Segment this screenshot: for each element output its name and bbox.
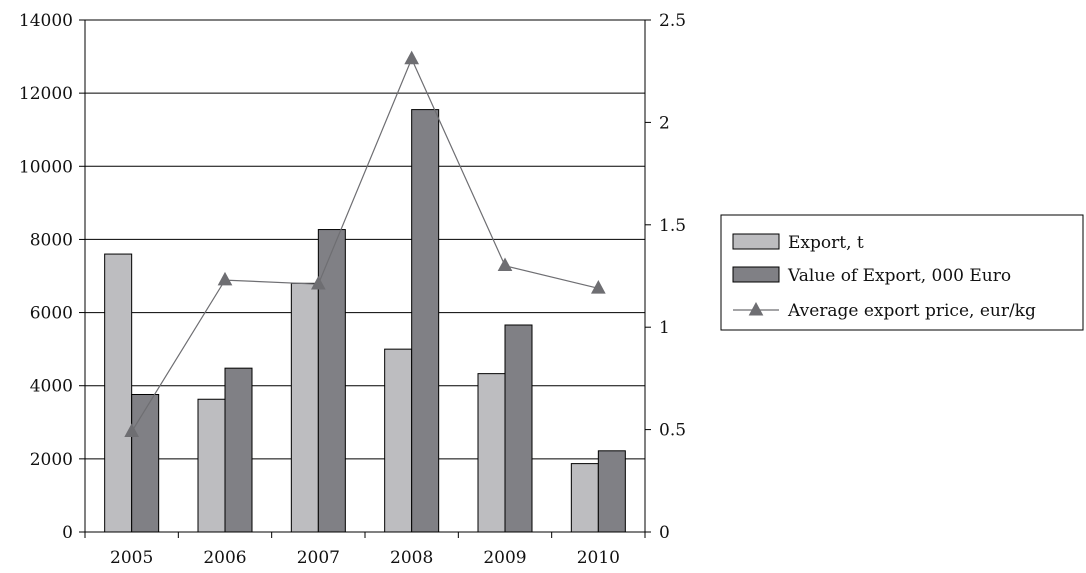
left-tick-label: 8000: [30, 230, 73, 250]
price-point-2007: [310, 275, 326, 290]
bar-2007-series-1: [290, 282, 319, 533]
x-axis-ticks: 2005 2006 2007 2008 2009 2010: [84, 532, 646, 568]
price-point-2008: [404, 50, 420, 65]
bar-2008-series-2: [411, 109, 440, 533]
legend-swatch-series-2: [732, 266, 780, 283]
price-series-line: [131, 57, 599, 432]
left-tick-label: 2000: [30, 450, 73, 470]
bar-2010-series-1: [570, 463, 599, 533]
x-tick-label: 2007: [297, 548, 340, 568]
x-tick-label: 2005: [110, 548, 153, 568]
left-tick-label: 10000: [19, 157, 73, 177]
right-tick-label: 1: [659, 318, 670, 338]
right-tick-label: 0.5: [659, 421, 686, 441]
right-tick-label: 1.5: [659, 216, 686, 236]
left-tick-label: 6000: [30, 304, 73, 324]
x-tick-label: 2010: [577, 548, 620, 568]
bar-2010-series-2: [597, 450, 626, 533]
x-tick-label: 2009: [483, 548, 526, 568]
bars: [104, 109, 626, 533]
legend-label-series-1: Export, t: [788, 233, 864, 253]
x-tick-label: 2008: [390, 548, 433, 568]
axes: [79, 20, 651, 538]
price-point-2006: [217, 271, 233, 286]
price-point-2009: [497, 257, 513, 272]
bar-2006-series-1: [197, 398, 226, 533]
right-tick-label: 0: [659, 523, 670, 543]
left-axis-ticks: 0 2000 4000 6000 8000 10000 12000 14000: [19, 11, 85, 543]
bar-2009-series-1: [477, 373, 506, 533]
bar-2008-series-1: [384, 348, 413, 533]
left-tick-label: 14000: [19, 11, 73, 31]
bar-2005-series-2: [131, 393, 160, 533]
bar-2007-series-2: [317, 229, 346, 533]
x-tick-label: 2006: [203, 548, 246, 568]
left-tick-label: 12000: [19, 84, 73, 104]
legend-triangle-icon: [748, 301, 764, 316]
right-tick-label: 2.5: [659, 11, 686, 31]
bar-2005-series-1: [104, 253, 133, 533]
gridlines: [85, 19, 645, 460]
bar-2009-series-2: [504, 324, 533, 533]
left-tick-label: 4000: [30, 377, 73, 397]
right-tick-label: 2: [659, 113, 670, 133]
legend: Export, t Value of Export, 000 Euro Averag…: [720, 214, 1084, 331]
legend-swatch-series-1: [732, 233, 780, 250]
price-line: [124, 50, 606, 437]
right-axis-ticks: 0 0.5 1 1.5 2 2.5: [645, 11, 686, 543]
bar-2006-series-2: [224, 367, 253, 533]
left-tick-label: 0: [62, 523, 73, 543]
legend-label-series-3: Average export price, eur/kg: [787, 301, 1036, 321]
legend-box: [720, 214, 1084, 331]
legend-label-series-2: Value of Export, 000 Euro: [787, 266, 1011, 286]
price-point-2010: [590, 280, 606, 294]
price-point-2005: [124, 423, 140, 437]
